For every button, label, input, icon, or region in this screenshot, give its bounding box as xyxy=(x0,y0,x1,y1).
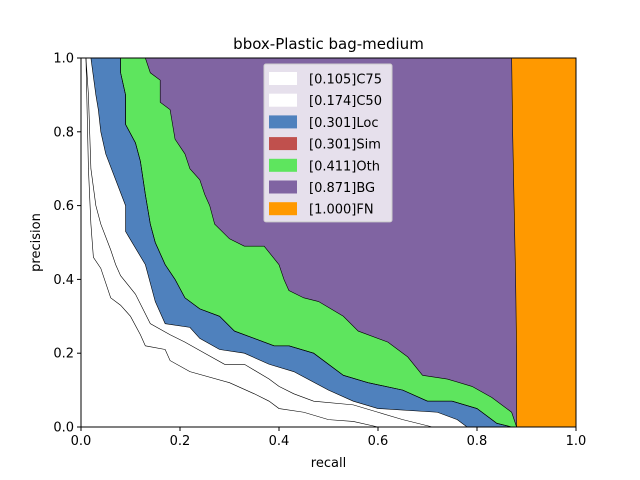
legend-label: [0.411]Oth xyxy=(309,159,380,174)
boundary-line-3 xyxy=(90,57,468,428)
legend-swatch xyxy=(269,137,297,151)
boundary-line-5 xyxy=(120,58,512,428)
x-axis-label: recall xyxy=(311,456,346,471)
legend-swatch xyxy=(269,72,297,85)
area-0-871-bg xyxy=(145,58,517,427)
y-tick-label: 1.0 xyxy=(53,52,74,67)
plot-frame xyxy=(80,57,577,428)
area-1-000-fn xyxy=(511,58,576,427)
legend-label: [0.105]C75 xyxy=(309,73,382,88)
y-tick-label: 0.4 xyxy=(53,273,74,288)
area-0-301-loc xyxy=(90,58,512,427)
legend-label: [0.301]Sim xyxy=(309,138,381,153)
y-axis-label: precision xyxy=(29,213,44,272)
area-0-174-c50 xyxy=(85,58,468,427)
area-layers xyxy=(85,57,576,428)
chart-title: bbox-Plastic bag-medium xyxy=(233,35,424,53)
boundary-line-1 xyxy=(85,57,379,428)
legend-swatch xyxy=(269,115,297,129)
legend-label: [0.871]BG xyxy=(309,181,375,196)
boundary-line-2 xyxy=(85,57,433,428)
legend-swatch xyxy=(269,180,297,194)
x-tick-label: 1.0 xyxy=(566,434,587,449)
x-tick-label: 0.2 xyxy=(170,434,191,449)
legend-label: [1.000]FN xyxy=(309,203,374,218)
legend-label: [0.301]Loc xyxy=(309,116,378,131)
legend-swatch xyxy=(269,202,297,216)
boundary-line-6 xyxy=(145,57,517,428)
x-axis-ticks: 0.0 0.2 0.4 0.6 0.8 1.0 xyxy=(71,427,587,449)
x-tick-label: 0.0 xyxy=(71,434,92,449)
boundary-line-7 xyxy=(511,57,517,427)
legend-label: [0.174]C50 xyxy=(309,94,382,109)
y-tick-label: 0.0 xyxy=(53,421,74,436)
y-tick-label: 0.8 xyxy=(53,125,74,140)
y-tick-label: 0.6 xyxy=(53,199,74,214)
x-tick-label: 0.6 xyxy=(368,434,389,449)
x-tick-label: 0.8 xyxy=(467,434,488,449)
legend-swatch xyxy=(269,158,297,172)
legend: [0.105]C75 [0.174]C50 [0.301]Loc [0.301]Sim… xyxy=(263,63,393,223)
legend-swatch xyxy=(269,93,297,107)
y-tick-label: 0.2 xyxy=(53,347,74,362)
x-tick-label: 0.4 xyxy=(269,434,290,449)
y-axis-ticks: 0.0 0.2 0.4 0.6 0.8 1.0 xyxy=(53,52,81,436)
